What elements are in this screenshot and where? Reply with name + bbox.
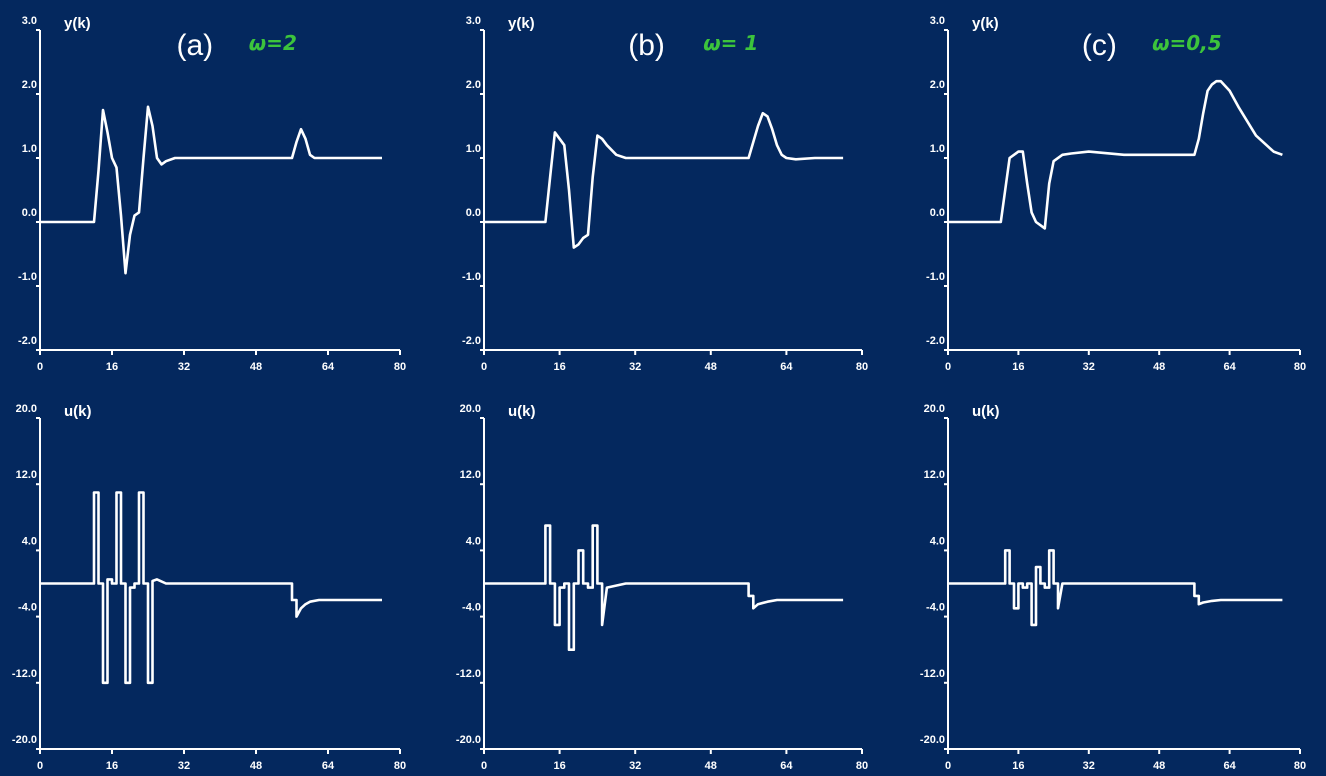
x-tick-label: 64 (780, 361, 793, 373)
y-axis-label: u(k) (64, 403, 92, 420)
x-tick-label: 16 (1012, 361, 1024, 373)
series-line (484, 526, 843, 650)
y-tick-label: -12.0 (456, 668, 481, 680)
y-tick-label: -20.0 (12, 734, 37, 746)
y-axis-label: y(k) (972, 15, 999, 32)
x-tick-label: 32 (1083, 361, 1095, 373)
x-tick-label: 0 (37, 760, 43, 772)
y-tick-label: 1.0 (930, 143, 945, 155)
x-tick-label: 32 (1083, 760, 1095, 772)
series-line (40, 107, 382, 273)
y-tick-label: 2.0 (930, 79, 945, 91)
y-tick-label: -12.0 (920, 668, 945, 680)
x-tick-label: 64 (780, 760, 793, 772)
y-tick-label: 1.0 (466, 143, 481, 155)
y-tick-label: 3.0 (930, 15, 945, 27)
series-line (948, 81, 1282, 228)
x-tick-label: 16 (1012, 760, 1024, 772)
x-tick-label: 32 (629, 361, 641, 373)
y-tick-label: 1.0 (22, 143, 37, 155)
y-tick-label: -4.0 (18, 602, 37, 614)
chart-panel-bottom-2: 0 16 32 48 64 80 20.0 12.0 4.0 -4.0 -12.0 -20.0 u(k) (456, 403, 868, 772)
y-tick-label: 12.0 (460, 469, 481, 481)
y-axis-label: y(k) (508, 15, 535, 32)
y-tick-label: -20.0 (920, 734, 945, 746)
y-tick-label: 4.0 (22, 535, 37, 547)
x-tick-label: 0 (37, 361, 43, 373)
y-tick-label: 20.0 (460, 403, 481, 415)
series-line (40, 493, 382, 683)
x-tick-label: 80 (394, 361, 406, 373)
x-tick-label: 48 (1153, 760, 1165, 772)
y-tick-label: 0.0 (930, 207, 945, 219)
series-line (484, 113, 843, 247)
x-tick-label: 48 (705, 361, 717, 373)
x-tick-label: 16 (553, 760, 565, 772)
x-tick-label: 64 (1223, 760, 1236, 772)
x-tick-label: 80 (394, 760, 406, 772)
x-tick-label: 32 (178, 361, 190, 373)
x-tick-label: 48 (705, 760, 717, 772)
panel-label: (b) (628, 29, 665, 62)
x-tick-label: 48 (250, 760, 262, 772)
panel-label: (a) (176, 29, 213, 62)
y-axis-label: u(k) (508, 403, 536, 420)
x-tick-label: 32 (629, 760, 641, 772)
y-tick-label: 3.0 (466, 15, 481, 27)
x-tick-label: 0 (481, 760, 487, 772)
y-tick-label: 0.0 (466, 207, 481, 219)
x-tick-label: 48 (250, 361, 262, 373)
x-tick-label: 64 (1223, 361, 1236, 373)
x-tick-label: 80 (1294, 760, 1306, 772)
y-tick-label: -4.0 (926, 602, 945, 614)
x-tick-label: 0 (481, 361, 487, 373)
y-tick-label: 3.0 (22, 15, 37, 27)
chart-panel-top-3: 0 16 32 48 64 80 3.0 2.0 1.0 0.0 -1.0 -2.0 y(k) (c) ω=… (926, 15, 1306, 373)
y-tick-label: -2.0 (462, 335, 481, 347)
chart-panel-top-2: 0 16 32 48 64 80 3.0 2.0 1.0 0.0 -1.0 -2.0 y(k) (b) ω=… (462, 15, 868, 373)
y-tick-label: 12.0 (16, 469, 37, 481)
x-tick-label: 0 (945, 760, 951, 772)
x-tick-label: 16 (106, 760, 118, 772)
y-tick-label: 0.0 (22, 207, 37, 219)
x-tick-label: 16 (553, 361, 565, 373)
x-tick-label: 80 (1294, 361, 1306, 373)
y-tick-label: -1.0 (462, 271, 481, 283)
y-tick-label: 20.0 (924, 403, 945, 415)
y-axis-label: u(k) (972, 403, 1000, 420)
y-tick-label: -2.0 (18, 335, 37, 347)
x-tick-label: 64 (322, 760, 335, 772)
x-tick-label: 80 (856, 361, 868, 373)
x-tick-label: 0 (945, 361, 951, 373)
series-line (948, 550, 1282, 625)
y-tick-label: -20.0 (456, 734, 481, 746)
chart-panel-bottom-3: 0 16 32 48 64 80 20.0 12.0 4.0 -4.0 -12.0 -20.0 u(k) (920, 403, 1306, 772)
x-tick-label: 80 (856, 760, 868, 772)
omega-annotation: ω= 1 (703, 31, 758, 55)
y-tick-label: -1.0 (926, 271, 945, 283)
y-tick-label: 2.0 (22, 79, 37, 91)
x-tick-label: 16 (106, 361, 118, 373)
x-tick-label: 64 (322, 361, 335, 373)
y-tick-label: -12.0 (12, 668, 37, 680)
omega-annotation: ω=0,5 (1152, 31, 1222, 55)
y-tick-label: -1.0 (18, 271, 37, 283)
panel-label: (c) (1082, 29, 1117, 62)
x-tick-label: 32 (178, 760, 190, 772)
y-tick-label: 4.0 (466, 535, 481, 547)
chart-panel-top-1: 0 16 32 48 64 80 3.0 2.0 1.0 0.0 -1.0 -2.0 y(k) (a) ω=… (18, 15, 406, 373)
y-tick-label: -2.0 (926, 335, 945, 347)
y-tick-label: 4.0 (930, 535, 945, 547)
y-tick-label: 12.0 (924, 469, 945, 481)
y-tick-label: -4.0 (462, 602, 481, 614)
y-tick-label: 20.0 (16, 403, 37, 415)
omega-annotation: ω=2 (249, 31, 297, 55)
y-tick-label: 2.0 (466, 79, 481, 91)
chart-panel-bottom-1: 0 16 32 48 64 80 20.0 12.0 4.0 -4.0 -12.0 -20.0 u(k) (12, 403, 406, 772)
x-tick-label: 48 (1153, 361, 1165, 373)
y-axis-label: y(k) (64, 15, 91, 32)
